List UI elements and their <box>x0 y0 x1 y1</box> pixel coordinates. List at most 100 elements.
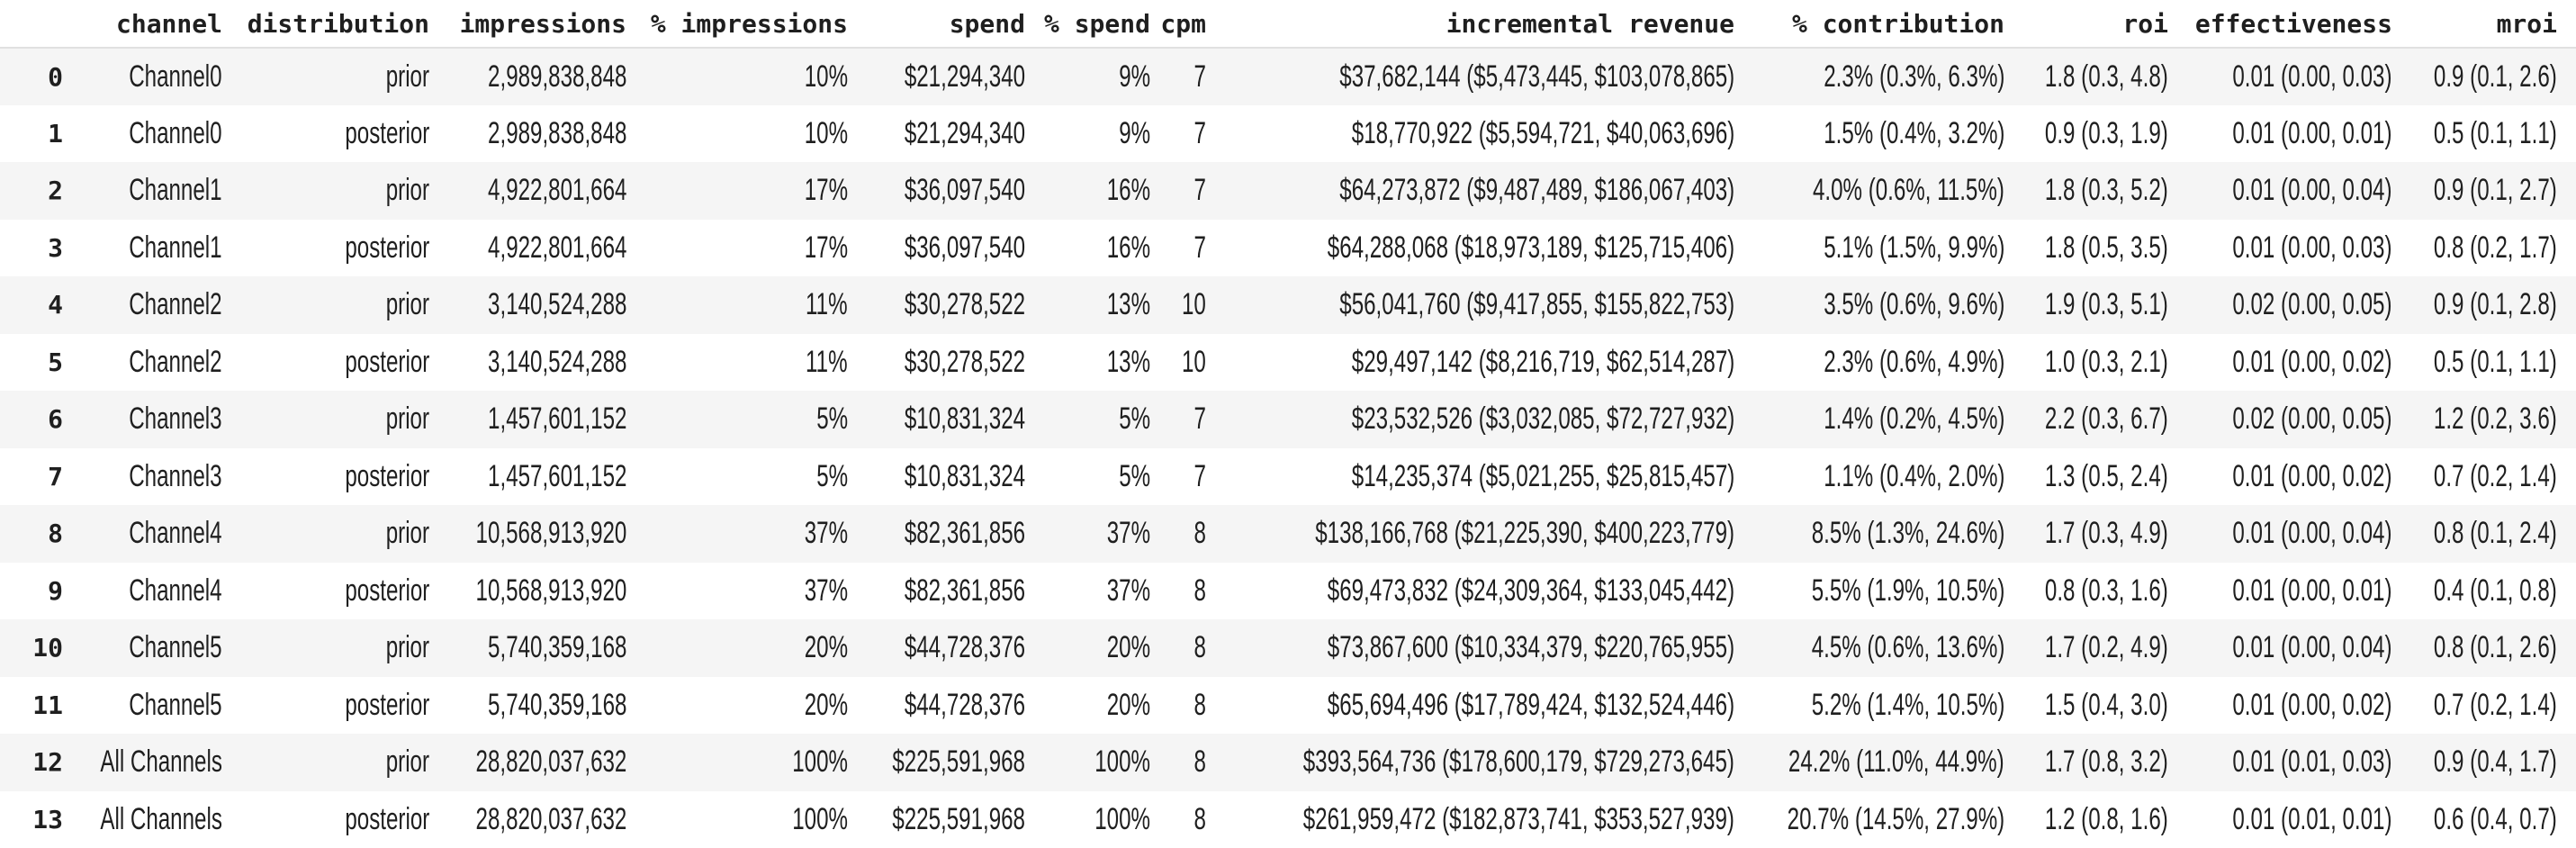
table-cell: $82,361,856 <box>848 505 1025 563</box>
table-cell: posterior <box>222 677 429 735</box>
table-cell: 10% <box>626 105 848 163</box>
table-cell: 16% <box>1025 162 1150 220</box>
column-header-label: channel <box>115 8 222 39</box>
table-cell: 0.01 (0.00, 0.04) <box>2168 162 2392 220</box>
table-cell-value: 7 <box>1193 401 1206 437</box>
table-cell: 8 <box>1150 791 1206 848</box>
table-cell-value: 7 <box>1193 59 1206 94</box>
table-cell: 1.5% (0.4%, 3.2%) <box>1734 105 2004 163</box>
table-cell: 1.8 (0.3, 5.2) <box>2004 162 2168 220</box>
row-index-label: 10 <box>32 633 63 663</box>
row-index-label: 4 <box>48 290 63 320</box>
table-cell: Channel0 <box>63 48 222 105</box>
table-cell-value: 0.5 (0.1, 1.1) <box>2434 115 2557 150</box>
column-header: incremental revenue <box>1206 0 1734 49</box>
table-cell: 28,820,037,632 <box>429 791 626 848</box>
table-cell: 1,457,601,152 <box>429 448 626 506</box>
table-cell: Channel4 <box>63 563 222 620</box>
column-header: impressions <box>429 0 626 49</box>
table-cell: prior <box>222 162 429 220</box>
table-cell-value: 5.5% (1.9%, 10.5%) <box>1811 573 2004 608</box>
row-index-label: 8 <box>48 519 63 549</box>
table-cell: 1.8 (0.5, 3.5) <box>2004 220 2168 277</box>
table-cell: 5% <box>1025 391 1150 448</box>
table-cell: $23,532,526 ($3,032,085, $72,727,932) <box>1206 391 1734 448</box>
row-index: 11 <box>0 677 63 735</box>
table-cell-value: $21,294,340 <box>904 115 1025 150</box>
column-header: % contribution <box>1734 0 2004 49</box>
table-cell-value: $65,694,496 ($17,789,424, $132,524,446) <box>1327 687 1734 722</box>
table-row: 5 Channel2 posterior 3,140,524,288 11% $30,27… <box>0 334 2576 392</box>
table-cell: 1.7 (0.2, 4.9) <box>2004 619 2168 677</box>
table-cell-value: Channel5 <box>129 630 222 665</box>
table-cell-value: 1.5% (0.4%, 3.2%) <box>1823 115 2004 150</box>
column-header-label: effectiveness <box>2194 8 2392 39</box>
table-cell-value: $21,294,340 <box>904 59 1025 94</box>
column-header-label: roi <box>2122 8 2168 39</box>
index-column-header <box>0 0 63 49</box>
table-cell: prior <box>222 734 429 791</box>
table-cell: $44,728,376 <box>848 677 1025 735</box>
table-cell-value: 1,457,601,152 <box>487 458 626 493</box>
row-index-label: 3 <box>48 232 63 263</box>
column-header: % spend <box>1025 0 1150 49</box>
table-cell-value: 7 <box>1193 115 1206 150</box>
table-cell: 0.7 (0.2, 1.4) <box>2392 677 2576 735</box>
table-cell: 20.7% (14.5%, 27.9%) <box>1734 791 2004 848</box>
table-cell: 0.01 (0.01, 0.01) <box>2168 791 2392 848</box>
table-cell-value: 0.01 (0.00, 0.03) <box>2232 230 2392 265</box>
table-cell: prior <box>222 505 429 563</box>
table-cell-value: 10% <box>804 115 848 150</box>
table-cell: 37% <box>1025 505 1150 563</box>
table-cell: $36,097,540 <box>848 220 1025 277</box>
table-cell: $37,682,144 ($5,473,445, $103,078,865) <box>1206 48 1734 105</box>
table-cell-value: $44,728,376 <box>904 630 1025 665</box>
table-cell-value: $10,831,324 <box>904 401 1025 437</box>
table-cell: posterior <box>222 563 429 620</box>
table-cell: 8 <box>1150 677 1206 735</box>
table-cell-value: 0.7 (0.2, 1.4) <box>2434 687 2557 722</box>
table-cell-value: $29,497,142 ($8,216,719, $62,514,287) <box>1351 344 1734 379</box>
table-cell-value: 8 <box>1193 801 1206 836</box>
table-cell-value: 0.8 (0.1, 2.6) <box>2434 630 2557 665</box>
table-cell-value: prior <box>385 59 429 94</box>
table-cell: $393,564,736 ($178,600,179, $729,273,645… <box>1206 734 1734 791</box>
row-index: 1 <box>0 105 63 163</box>
table-cell-value: $37,682,144 ($5,473,445, $103,078,865) <box>1339 59 1734 94</box>
table-cell-value: 17% <box>804 230 848 265</box>
table-cell: 0.8 (0.1, 2.6) <box>2392 619 2576 677</box>
table-cell-value: 1.2 (0.2, 3.6) <box>2434 401 2557 437</box>
table-cell-value: 4,922,801,664 <box>487 230 626 265</box>
table-cell: Channel1 <box>63 220 222 277</box>
table-cell-value: 5,740,359,168 <box>487 630 626 665</box>
table-cell: 1.0 (0.3, 2.1) <box>2004 334 2168 392</box>
table-cell: 2.3% (0.3%, 6.3%) <box>1734 48 2004 105</box>
table-cell-value: 16% <box>1106 230 1150 265</box>
row-index: 3 <box>0 220 63 277</box>
row-index-label: 11 <box>32 690 63 720</box>
table-cell-value: 3,140,524,288 <box>487 344 626 379</box>
table-cell-value: $82,361,856 <box>904 516 1025 551</box>
table-cell: 37% <box>626 505 848 563</box>
table-cell: 1.2 (0.8, 1.6) <box>2004 791 2168 848</box>
table-cell-value: 20% <box>1106 630 1150 665</box>
table-cell: 2.2 (0.3, 6.7) <box>2004 391 2168 448</box>
row-index-label: 7 <box>48 461 63 492</box>
table-cell: prior <box>222 48 429 105</box>
row-index: 13 <box>0 791 63 848</box>
table-cell: 2,989,838,848 <box>429 48 626 105</box>
table-cell: 10 <box>1150 334 1206 392</box>
row-index: 12 <box>0 734 63 791</box>
row-index: 10 <box>0 619 63 677</box>
table-cell: 20% <box>626 619 848 677</box>
table-row: 4 Channel2 prior 3,140,524,288 11% $30,278,52… <box>0 276 2576 334</box>
table-cell-value: 10,568,913,920 <box>475 516 626 551</box>
table-cell: 11% <box>626 334 848 392</box>
table-cell-value: 0.01 (0.00, 0.02) <box>2232 687 2392 722</box>
table-cell: 0.9 (0.1, 2.8) <box>2392 276 2576 334</box>
row-index: 9 <box>0 563 63 620</box>
column-header-label: incremental revenue <box>1446 8 1734 39</box>
table-cell-value: 8 <box>1193 630 1206 665</box>
table-cell: $138,166,768 ($21,225,390, $400,223,779) <box>1206 505 1734 563</box>
table-cell: 8 <box>1150 734 1206 791</box>
